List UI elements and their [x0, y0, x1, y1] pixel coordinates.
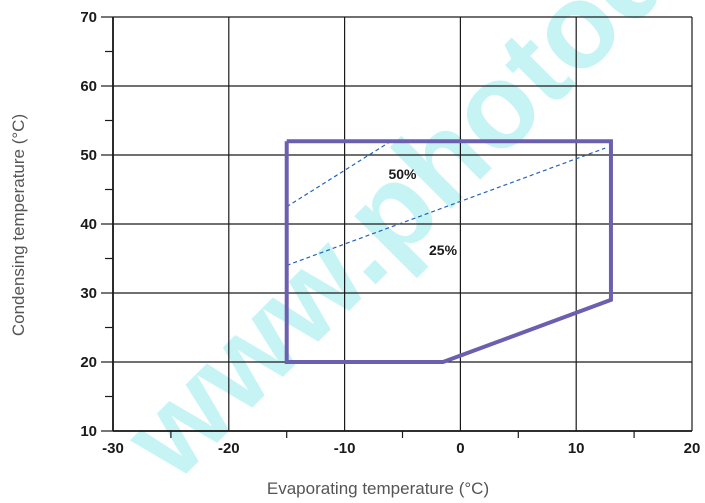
- region-label: 50%: [388, 166, 417, 182]
- y-tick-label: 30: [80, 285, 97, 302]
- y-tick-label: 40: [80, 216, 97, 233]
- tick-labels: 10 20 30 40 50 60 70 -30 -20 -10 0 10 20: [80, 9, 700, 457]
- y-tick-label: 50: [80, 147, 97, 164]
- x-tick-label: 10: [568, 440, 585, 457]
- x-tick-label: -30: [102, 440, 124, 457]
- dashed-line: [286, 147, 606, 266]
- x-tick-label: -10: [334, 440, 356, 457]
- y-tick-label: 10: [80, 423, 97, 440]
- x-tick-label: 20: [684, 440, 701, 457]
- region-label: 25%: [429, 242, 458, 258]
- envelope-outline: [284, 139, 613, 364]
- x-tick-label: 0: [456, 440, 464, 457]
- y-tick-label: 60: [80, 78, 97, 95]
- x-axis-title: Evaporating temperature (°C): [267, 479, 489, 498]
- x-tick-label: -20: [218, 440, 240, 457]
- y-tick-label: 70: [80, 9, 97, 26]
- y-axis-title: Condensing temperature (°C): [9, 114, 28, 336]
- y-tick-label: 20: [80, 354, 97, 371]
- tick-marks: [101, 16, 635, 438]
- plot-area: 50% 25%: [284, 139, 613, 364]
